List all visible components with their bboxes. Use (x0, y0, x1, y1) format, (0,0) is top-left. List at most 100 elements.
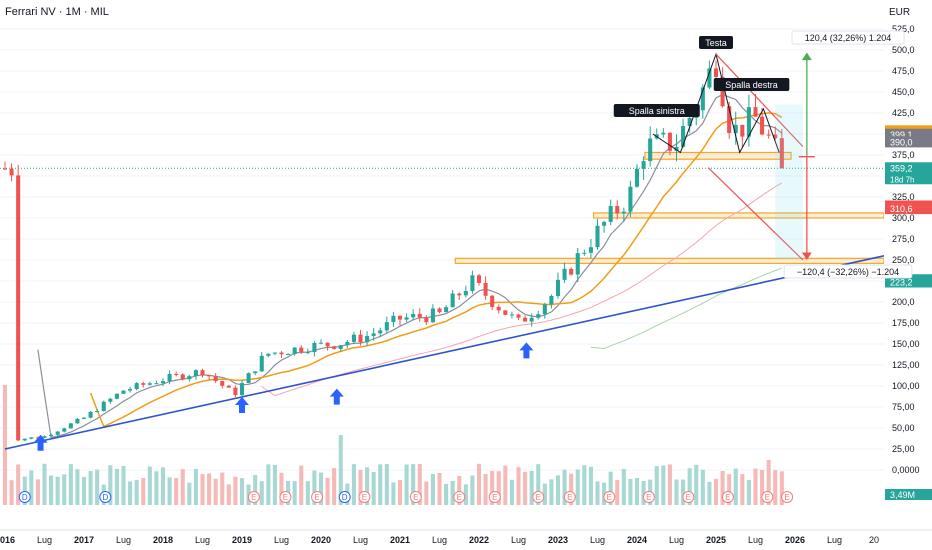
candle-body (299, 347, 304, 353)
candle-body (700, 87, 705, 111)
price-label-bg (885, 136, 932, 148)
candle-body (345, 341, 350, 346)
volume-bar (279, 472, 284, 505)
event-badge (358, 491, 371, 503)
event-badge (247, 491, 260, 503)
candle-body (602, 221, 607, 226)
y-tick-label: 475,0 (892, 66, 915, 76)
volume-bar (549, 479, 554, 505)
price-axis[interactable]: 525,0500,0475,0450,0425,0400,0375,0350,0… (884, 0, 932, 530)
candle-body (259, 355, 264, 372)
price-label: 359,2 (890, 163, 913, 173)
volume-bar (509, 479, 514, 505)
volume-bar (16, 464, 21, 505)
candle-body (523, 317, 528, 322)
candle-body (549, 295, 554, 305)
volume-bar (160, 467, 166, 505)
candle-body (167, 373, 172, 382)
measure-up-label: 120,4 (32,26%) 1.204 (805, 33, 892, 43)
candle-body (55, 431, 60, 435)
candle-body (529, 317, 534, 322)
volume-bar (114, 468, 119, 505)
candle-body (562, 268, 567, 280)
trend-line[interactable] (4, 255, 885, 450)
channel-lower (707, 167, 804, 261)
x-tick-label: 2022 (469, 535, 489, 545)
price-label: 310,6 (890, 204, 913, 214)
horizontal-grid (0, 28, 884, 471)
candle-body (101, 401, 106, 411)
volume-bar (516, 467, 521, 505)
volume-bar (75, 469, 80, 505)
candle-body (213, 376, 218, 382)
pattern-drawings[interactable] (652, 52, 815, 261)
candle-body (476, 275, 482, 283)
candle-body (42, 436, 47, 438)
candle-body (351, 334, 356, 342)
volume-bar (312, 470, 317, 505)
price-label-bg (885, 489, 932, 500)
measure-down-label: −120,4 (−32,26%) −1.204 (797, 267, 899, 277)
volume-bar (154, 471, 159, 505)
volume-bar (299, 465, 304, 505)
y-tick-label: 275,0 (892, 234, 915, 244)
volume-bar (81, 477, 87, 505)
candle-body (160, 381, 166, 384)
volume-bar (180, 469, 185, 505)
head-shoulders-line (652, 52, 780, 154)
candle-body (779, 138, 784, 169)
volume-bar (536, 464, 541, 505)
event-badge-letter: E (686, 493, 691, 502)
y-tick-label: 175,00 (892, 318, 920, 328)
y-tick-label: 500,0 (892, 45, 915, 55)
volume-bar (444, 483, 449, 505)
volume-bar (582, 465, 587, 505)
volume-bar (707, 481, 712, 505)
volume-bar (213, 478, 218, 505)
volume-bar (207, 473, 212, 505)
candle-body (727, 106, 732, 133)
y-tick-label: 425,0 (892, 108, 915, 118)
volume-bar (562, 469, 567, 505)
candle-body (641, 161, 646, 169)
candle-body (81, 417, 87, 419)
candle-body (661, 132, 666, 135)
left-shoulder-label-bg (613, 104, 700, 117)
price-zone (454, 257, 885, 264)
candle-body (338, 345, 343, 349)
candle-body (187, 376, 192, 380)
measure-down-arrow (801, 252, 812, 260)
ma-very-long (590, 267, 782, 349)
event-badge (761, 491, 774, 503)
y-tick-label: 150,00 (892, 339, 920, 349)
event-badge (18, 491, 31, 503)
y-tick-label: 250,0 (892, 255, 915, 265)
candle-body (154, 383, 159, 385)
x-tick-label: 2019 (232, 535, 252, 545)
event-badge-letter: E (646, 493, 651, 502)
head-label-bg (699, 36, 733, 49)
volume-bar (779, 471, 784, 505)
candle-body (318, 342, 324, 344)
volume-bar (35, 479, 40, 505)
time-axis[interactable]: 2016 Lug 2017 Lug 2018 Lug 2019 Lug 2020 Lug 2021 L… (0, 529, 932, 545)
candle-body (634, 168, 640, 187)
arrow-markers (33, 342, 534, 451)
x-tick-label: Lug (748, 535, 763, 545)
x-tick-label: 20 (869, 535, 879, 545)
price-label-bg (885, 203, 932, 215)
volume-bar (667, 464, 672, 505)
volume-bar (463, 484, 468, 505)
volume-bar (141, 477, 146, 505)
x-tick-label: Lug (116, 535, 131, 545)
candle-body (457, 293, 462, 296)
candle-body (674, 146, 679, 151)
candle-body (365, 335, 370, 343)
x-tick-label: 2016 (0, 535, 15, 545)
currency-label: EUR (889, 7, 911, 18)
y-tick-label: 300,0 (892, 213, 915, 223)
x-tick-label: Lug (195, 535, 210, 545)
x-tick-label: Lug (827, 535, 842, 545)
